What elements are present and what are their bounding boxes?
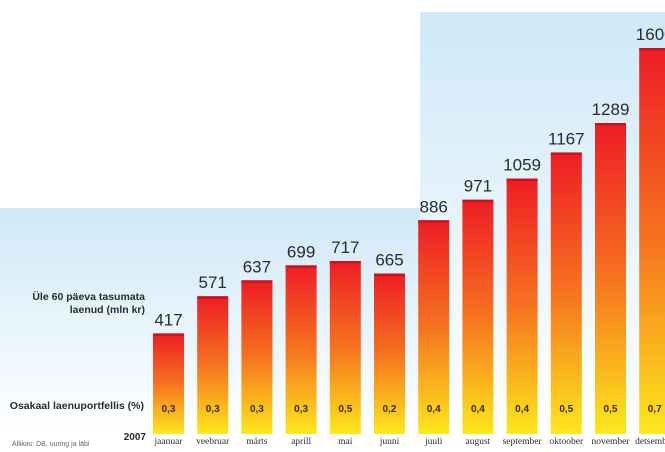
- background-band-right: [420, 12, 665, 434]
- bar-cap-detsember: [639, 48, 665, 51]
- bar-cap-veebruar: [197, 296, 229, 299]
- month-label-detsember: detsember: [635, 437, 665, 447]
- share-label-juuni: 0,2: [383, 404, 397, 415]
- share-label-november: 0,5: [604, 404, 618, 415]
- share-label-veebruar: 0,3: [206, 404, 220, 415]
- bar-aprill: [285, 265, 317, 434]
- bar-august: [462, 199, 494, 434]
- bar-detsember: [639, 48, 665, 434]
- bar-jaanuar: [153, 333, 184, 434]
- month-label-juuli: juuli: [424, 437, 443, 447]
- year-label: 2007: [124, 432, 147, 443]
- month-label-mai: mai: [338, 437, 353, 447]
- bar-cap-september: [506, 178, 538, 182]
- month-label-september: september: [503, 437, 543, 447]
- share-labels-group: 0,3 0,3 0,3 0,3 0,5 0,2 0,4 0,4 0,4 0,5 0,5 0,7: [162, 404, 663, 415]
- month-label-veebruar: veebruar: [196, 437, 230, 447]
- bar-veebruar: [197, 296, 229, 434]
- share-label-mai: 0,5: [338, 404, 352, 415]
- value-label-aprill: 699: [287, 242, 315, 261]
- month-label-august: august: [465, 437, 490, 447]
- share-label-aprill: 0,3: [294, 404, 308, 415]
- bar-märts: [241, 280, 273, 434]
- month-label-oktoober: oktoober: [549, 437, 584, 447]
- share-label-jaanuar: 0,3: [162, 404, 176, 415]
- series-label: Üle 60 päeva tasumata laenud (mln kr): [32, 291, 145, 316]
- bar-cap-jaanuar: [153, 333, 184, 336]
- share-label-märts: 0,3: [250, 404, 264, 415]
- bar-cap-mai: [329, 261, 361, 264]
- month-label-märts: märts: [246, 437, 267, 447]
- bar-cap-november: [595, 123, 626, 126]
- share-label-september: 0,4: [515, 404, 529, 415]
- bar-juuni: [374, 273, 405, 434]
- bar-cap-juuni: [374, 273, 405, 277]
- value-label-august: 971: [464, 177, 492, 196]
- source-note: Allikas: DB, uuring ja läbi: [12, 441, 90, 448]
- share-row-label: Osakaal laenuportfellis (%): [9, 400, 144, 412]
- value-label-juuli: 886: [420, 197, 448, 216]
- share-label-august: 0,4: [471, 404, 485, 415]
- bar-mai: [329, 261, 361, 434]
- value-label-november: 1289: [592, 100, 630, 119]
- bar-cap-oktoober: [550, 152, 582, 155]
- share-label-juuli: 0,4: [427, 404, 441, 415]
- value-label-veebruar: 571: [199, 273, 227, 292]
- value-label-september: 1059: [503, 156, 541, 175]
- bar-september: [506, 178, 538, 434]
- value-label-jaanuar: 417: [154, 310, 182, 329]
- bar-cap-märts: [241, 280, 273, 283]
- month-label-november: november: [592, 437, 631, 447]
- month-label-jaanuar: jaanuar: [154, 437, 184, 447]
- bar-cap-aprill: [285, 265, 317, 268]
- value-label-märts: 637: [243, 257, 271, 276]
- bar-juuli: [418, 220, 450, 434]
- bar-cap-juuli: [418, 220, 450, 223]
- month-labels-group: jaanuar veebruar märts aprill mai juuni juuli a…: [154, 437, 665, 447]
- share-label-oktoober: 0,5: [559, 404, 573, 415]
- bars-group: [153, 48, 665, 434]
- value-label-oktoober: 1167: [548, 129, 585, 148]
- value-label-juuni: 665: [375, 251, 403, 270]
- bar-cap-august: [462, 199, 494, 203]
- bar-november: [595, 123, 626, 434]
- month-label-aprill: aprill: [291, 437, 311, 447]
- month-label-juuni: juuni: [379, 437, 400, 447]
- bar-oktoober: [550, 152, 582, 434]
- share-label-detsember: 0,7: [648, 404, 662, 415]
- value-label-mai: 717: [331, 238, 359, 257]
